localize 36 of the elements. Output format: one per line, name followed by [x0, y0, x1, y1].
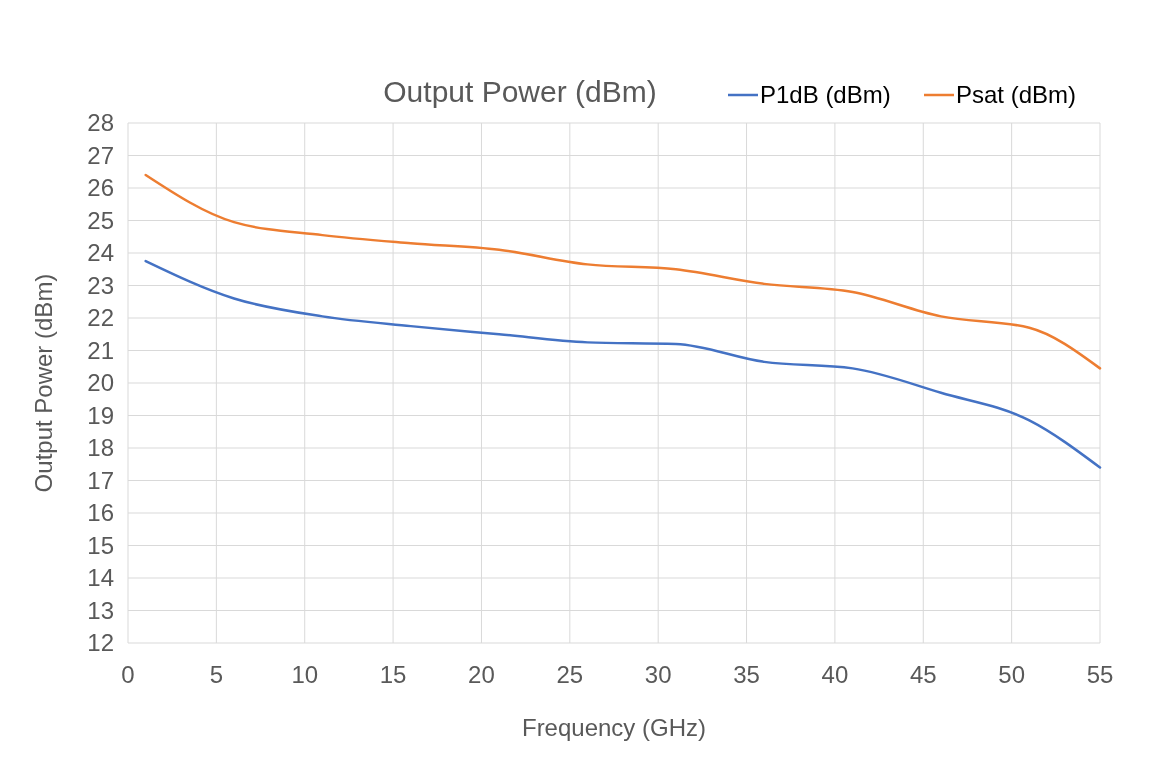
y-tick-label: 19 — [87, 401, 114, 429]
x-tick-label: 10 — [291, 661, 319, 688]
x-tick-label: 5 — [209, 661, 224, 688]
x-tick-label: 55 — [1086, 661, 1114, 688]
x-tick-label: 0 — [121, 661, 135, 688]
y-tick-label: 14 — [87, 564, 114, 592]
legend-label: P1dB (dBm) — [760, 81, 891, 109]
y-tick-label: 18 — [87, 434, 114, 462]
y-tick-label: 21 — [87, 336, 114, 364]
y-tick-label: 25 — [87, 206, 114, 234]
legend-label: Psat (dBm) — [956, 81, 1077, 109]
y-tick-label: 26 — [87, 174, 114, 202]
x-tick-label: 25 — [556, 661, 584, 688]
x-tick-label: 30 — [644, 661, 672, 688]
y-tick-label: 24 — [87, 239, 114, 267]
y-tick-label: 27 — [87, 141, 114, 169]
line-series — [144, 173, 1102, 370]
y-tick-label: 22 — [87, 304, 114, 332]
x-tick-label: 35 — [733, 661, 760, 688]
y-tick-label: 20 — [87, 369, 114, 397]
y-tick-label: 15 — [87, 531, 114, 559]
y-tick-label: 17 — [87, 466, 114, 494]
y-tick-label: 12 — [87, 629, 114, 657]
chart-title: Output Power (dBm) — [383, 75, 657, 108]
x-tick-label: 15 — [379, 661, 407, 688]
x-axis-title: Frequency (GHz) — [521, 714, 707, 741]
x-tick-label: 40 — [821, 661, 849, 688]
x-tick-label: 50 — [998, 661, 1025, 688]
y-axis-title: Output Power (dBm) — [30, 273, 57, 493]
line-series — [144, 259, 1102, 469]
x-tick-label: 20 — [468, 661, 495, 688]
y-tick-label: 16 — [87, 499, 114, 527]
y-tick-label: 13 — [87, 596, 114, 624]
x-tick-label: 45 — [909, 661, 937, 688]
y-tick-label: 28 — [87, 109, 114, 137]
y-tick-label: 23 — [87, 271, 114, 299]
